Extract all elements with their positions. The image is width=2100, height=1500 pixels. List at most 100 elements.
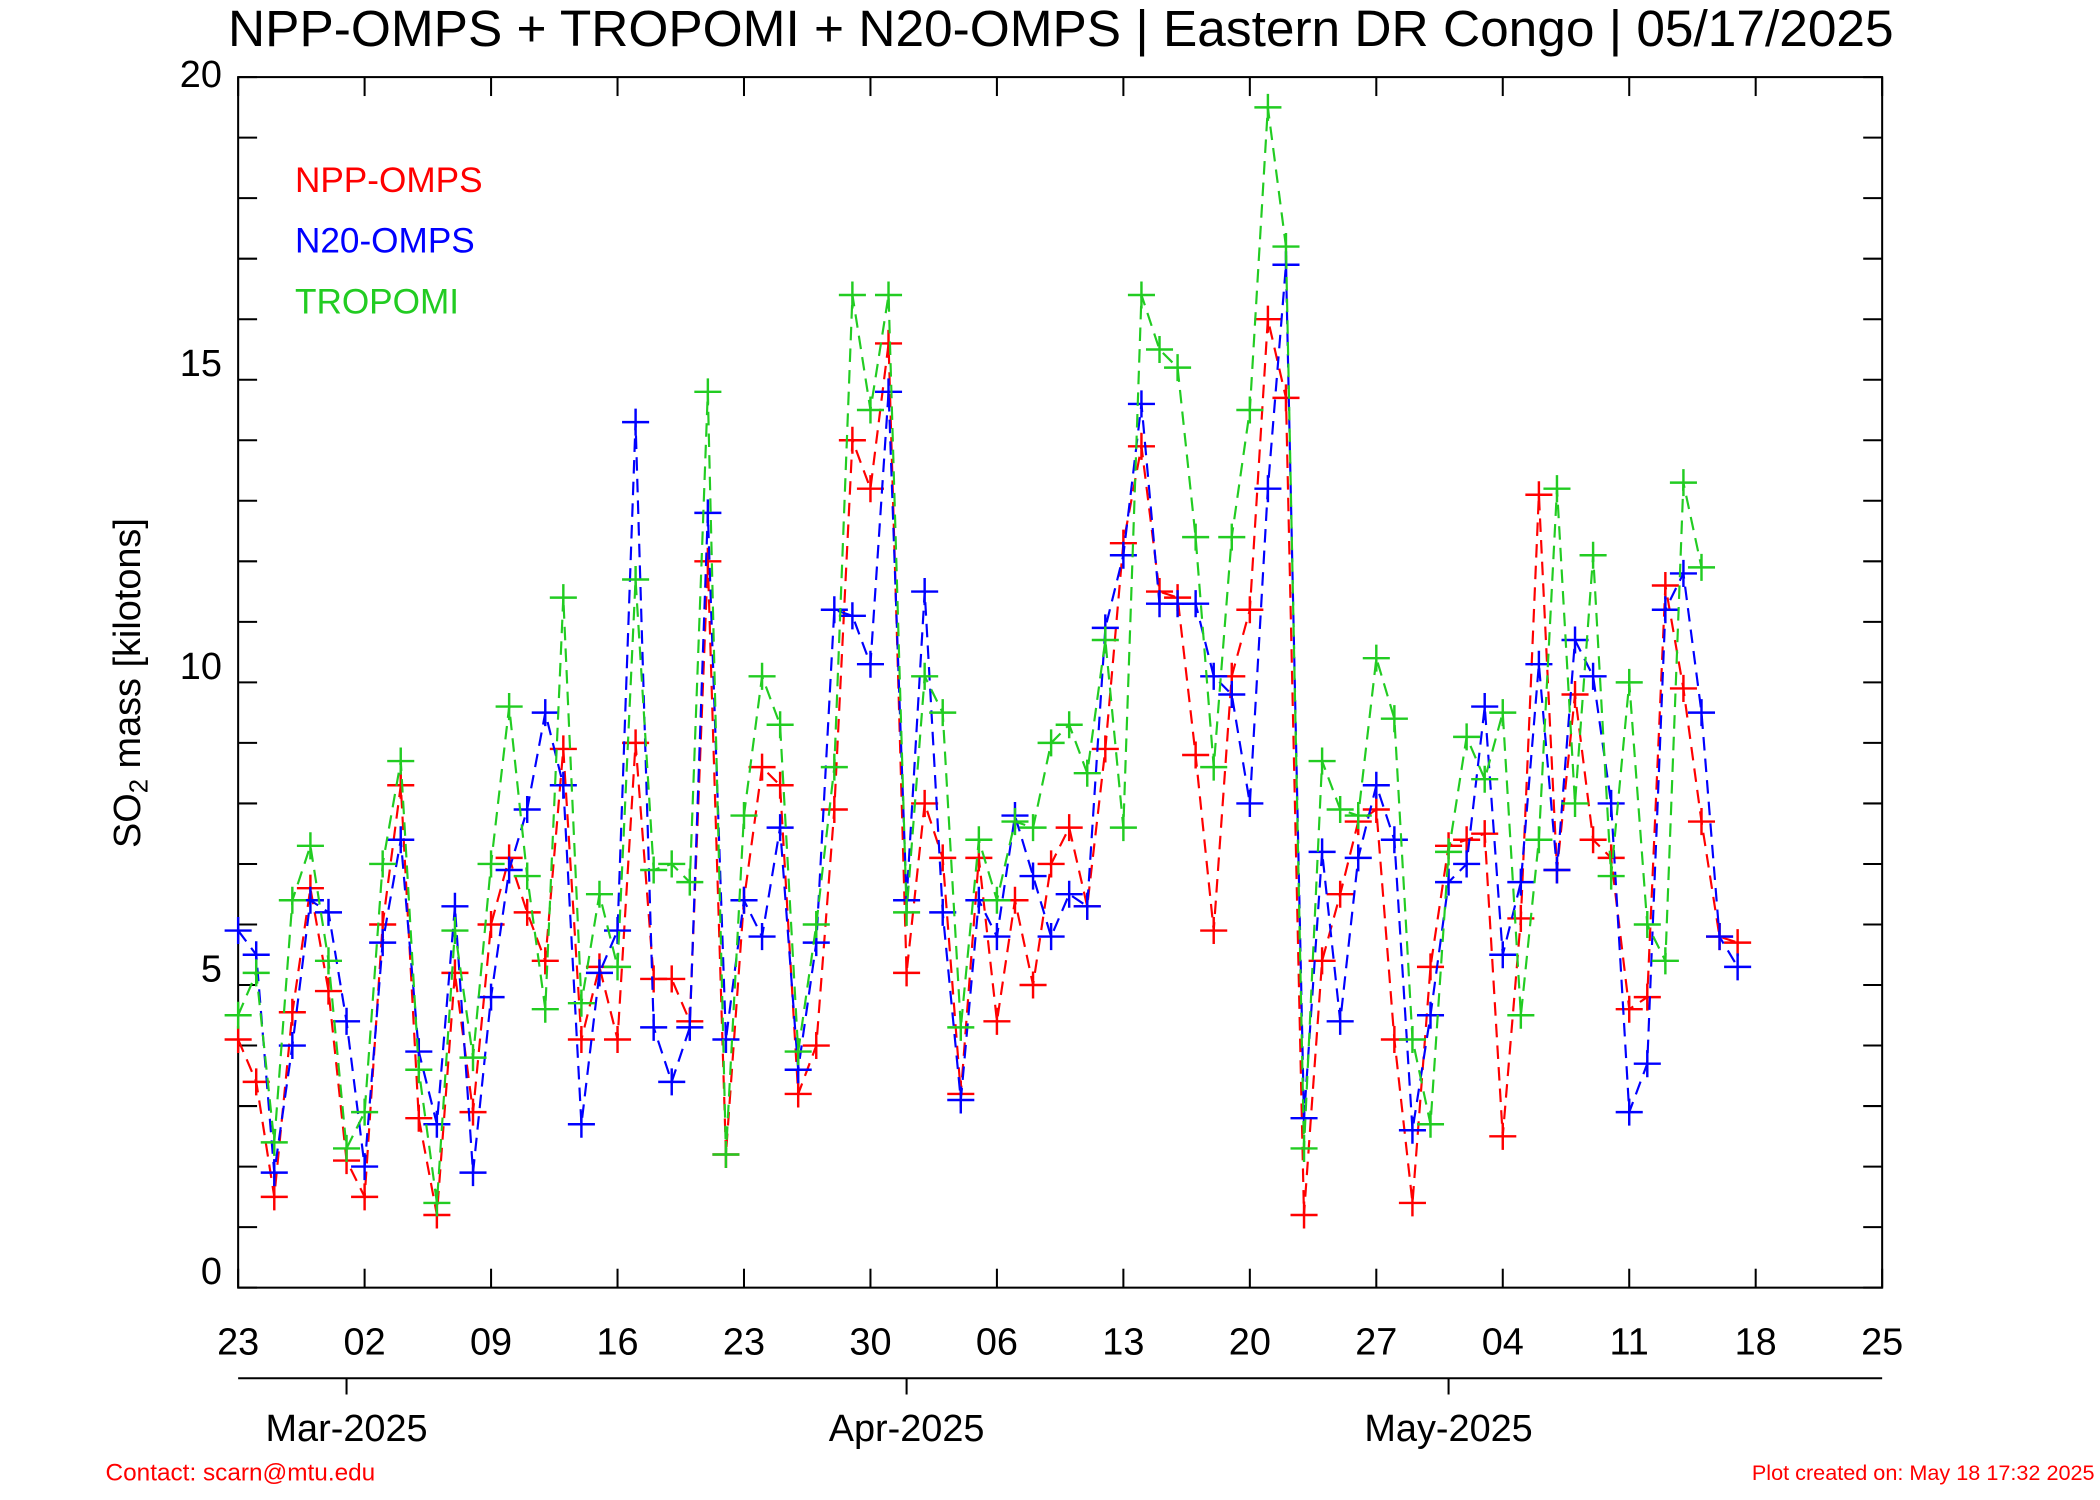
point-marker <box>965 826 993 854</box>
x-tick-label: 25 <box>1861 1321 1903 1363</box>
point-marker <box>351 1153 379 1181</box>
point-marker <box>278 1032 306 1060</box>
point-marker <box>1019 862 1047 890</box>
point-marker <box>1471 693 1499 721</box>
point-marker <box>1561 680 1589 709</box>
point-marker <box>622 408 650 436</box>
series-line <box>237 318 1738 1216</box>
point-marker <box>1037 923 1065 951</box>
point-marker <box>1651 947 1679 975</box>
point-marker <box>1687 808 1716 836</box>
x-tick-label: 09 <box>470 1321 512 1363</box>
point-marker <box>1453 723 1481 751</box>
point-marker <box>1272 233 1300 261</box>
point-marker <box>1127 390 1155 418</box>
point-marker <box>351 1183 379 1211</box>
point-marker <box>1290 1201 1318 1229</box>
x-tick-label: 30 <box>849 1321 891 1363</box>
point-marker <box>748 923 776 951</box>
point-marker <box>874 281 903 309</box>
point-marker <box>1380 826 1408 854</box>
point-marker <box>874 378 903 406</box>
point-marker <box>1615 668 1643 696</box>
point-marker <box>1543 856 1571 884</box>
point-marker <box>1344 844 1372 872</box>
point-marker <box>567 1110 595 1138</box>
point-marker <box>766 814 794 842</box>
point-marker <box>766 771 794 799</box>
point-marker <box>260 1128 288 1156</box>
point-marker <box>1651 572 1679 600</box>
point-marker <box>1326 795 1354 824</box>
point-marker <box>1055 880 1083 908</box>
legend-entry: NPP-OMPS <box>295 161 483 200</box>
x-tick-label: 02 <box>344 1321 386 1363</box>
point-marker <box>260 1183 288 1211</box>
point-marker <box>1091 626 1119 654</box>
point-marker <box>712 1025 740 1054</box>
point-marker <box>1182 523 1210 551</box>
contact: Contact: scarn@mtu.edu <box>106 1460 376 1487</box>
point-marker <box>820 596 848 624</box>
point-marker <box>1344 802 1372 830</box>
point-marker <box>604 953 632 981</box>
point-marker <box>1037 850 1065 878</box>
point-marker <box>333 1007 361 1035</box>
point-marker <box>1489 941 1517 969</box>
x-tick-label: 16 <box>596 1321 638 1363</box>
point-marker <box>1091 735 1119 763</box>
point-marker <box>1416 1110 1445 1138</box>
point-marker <box>585 880 613 908</box>
point-marker <box>748 662 776 690</box>
point-marker <box>1669 559 1697 587</box>
point-marker <box>1308 947 1336 975</box>
point-marker <box>314 898 343 926</box>
point-marker <box>1236 789 1264 817</box>
point-marker <box>1669 469 1697 497</box>
point-marker <box>622 565 650 594</box>
point-marker <box>224 1025 252 1054</box>
point-marker <box>513 898 541 926</box>
point-marker <box>1435 868 1463 896</box>
point-marker <box>658 965 686 993</box>
y-label-part: mass [kilotons] <box>107 518 149 779</box>
y-tick-label: 15 <box>180 343 222 385</box>
point-marker <box>730 802 758 830</box>
point-marker <box>874 329 903 357</box>
point-marker <box>1471 820 1499 848</box>
point-marker <box>405 1104 433 1132</box>
point-marker <box>1019 971 1047 999</box>
point-marker <box>1398 1116 1426 1144</box>
point-marker <box>730 886 758 914</box>
point-marker <box>459 1159 487 1187</box>
point-marker <box>1669 674 1697 702</box>
point-marker <box>1037 729 1065 757</box>
point-marker <box>838 426 866 454</box>
point-marker <box>802 910 830 939</box>
point-marker <box>1706 923 1734 951</box>
point-marker <box>1471 765 1499 793</box>
point-marker <box>1236 596 1264 624</box>
point-marker <box>1362 644 1390 672</box>
point-marker <box>242 1068 270 1096</box>
point-marker <box>513 795 541 824</box>
point-marker <box>369 929 397 957</box>
point-marker <box>1416 1001 1445 1029</box>
point-marker <box>1453 826 1481 854</box>
x-tick-label: 23 <box>723 1321 765 1363</box>
point-marker <box>1254 475 1282 503</box>
point-marker <box>1236 396 1264 424</box>
point-marker <box>1507 1001 1535 1029</box>
point-marker <box>1073 892 1101 920</box>
point-marker <box>1633 1050 1661 1078</box>
point-marker <box>1164 354 1192 382</box>
point-marker <box>1489 699 1517 727</box>
point-marker <box>658 1068 686 1096</box>
point-marker <box>820 795 848 824</box>
point-marker <box>1073 759 1101 787</box>
point-marker <box>1272 384 1300 412</box>
created-note: Plot created on: May 18 17:32 2025 <box>1752 1460 2095 1485</box>
point-marker <box>459 1044 487 1072</box>
point-marker <box>1597 789 1625 817</box>
